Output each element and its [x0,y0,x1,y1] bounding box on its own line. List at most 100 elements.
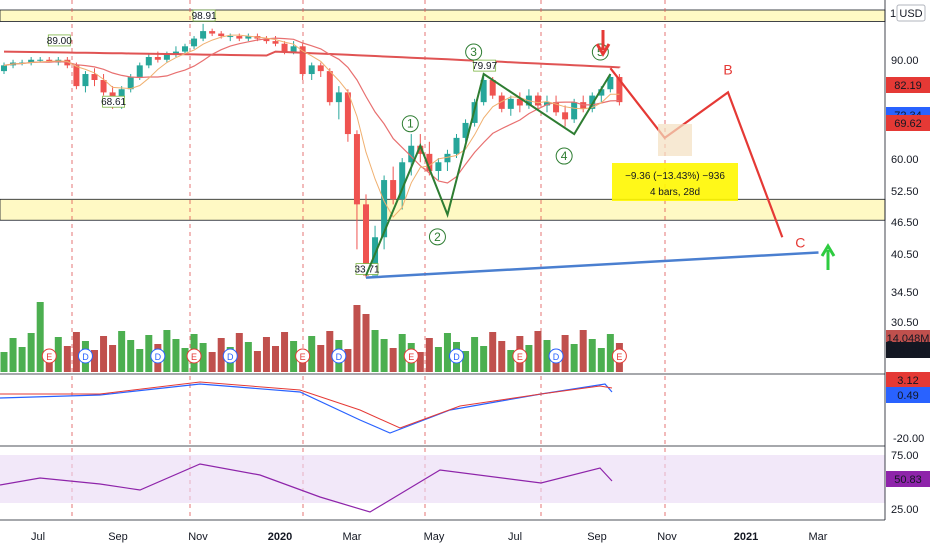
candle-body [616,76,623,103]
dividend-icon[interactable] [77,348,93,364]
macd-tick: -20.00 [893,433,924,445]
candle-body [417,145,424,154]
volume-bar [262,337,270,372]
time-tick: Mar [343,531,362,543]
down-arrow-icon [595,30,611,57]
wave-circle [465,43,483,61]
volume-bar [353,305,361,372]
price-tag [886,77,930,93]
candle-body [163,54,170,60]
volume-bar [91,350,98,372]
candle-body [363,204,369,276]
event-letter: D [155,352,162,362]
volume-bar [570,344,578,372]
earnings-icon[interactable] [186,348,202,364]
price-callout: 68.61 [101,95,127,108]
candle-body [37,59,44,61]
wave-circle [555,147,573,165]
volume-bar [579,330,587,372]
earnings-icon[interactable] [611,348,627,364]
volume-bar [72,332,80,372]
macd-tag [886,372,930,388]
earnings-icon[interactable] [295,348,311,364]
ma-slow-line [3,50,621,69]
earnings-icon[interactable] [403,348,419,364]
volume-bar [244,342,252,372]
earnings-icon[interactable] [41,348,57,364]
volume-bar [489,332,497,372]
rsi-tag-text: 50.83 [894,474,922,486]
projection-label-C: C [795,234,805,250]
callout-text: 98.91 [192,11,217,22]
volume-bar [281,332,289,372]
dividend-icon[interactable] [222,348,238,364]
candle-body [462,122,469,138]
price-tick: 30.50 [891,317,919,329]
volume-bar [507,350,515,372]
event-letter: D [82,352,89,362]
macd-tag-text: 3.12 [897,375,918,387]
volume-bar [534,331,542,372]
time-tick: 2020 [268,531,292,543]
measure-box [612,163,738,201]
candle-body [381,180,388,238]
candle-body [272,41,279,44]
candle-body [326,71,333,103]
volume-bar [100,336,108,372]
volume-bar [9,338,17,372]
candle-body [281,43,288,52]
wave-number: 3 [470,45,477,59]
volume-bar [326,331,334,372]
candle-body [91,74,98,80]
ma-mid-line [3,37,620,184]
volume-bar [181,348,189,372]
price-tag-text: 82.19 [894,80,922,92]
wave-circle [428,228,446,246]
volume-tag-text: 9.872M [890,345,927,357]
volume-bar [588,339,596,372]
candle-body [317,65,324,72]
volume-bar [290,341,298,372]
callout-box [47,34,71,47]
time-tick: Mar [809,531,828,543]
macd-tag-text: 0.49 [897,390,918,402]
volume-bar [36,302,44,372]
dividend-icon[interactable] [150,348,166,364]
macd-line [0,383,613,434]
dividend-icon[interactable] [449,348,464,364]
volume-bar [127,340,135,372]
volume-bar [606,334,614,372]
candle-body [426,153,433,171]
candle-body [154,57,161,60]
currency-button[interactable] [896,4,926,22]
callout-text: 79.97 [472,61,497,72]
time-tick: May [424,531,445,543]
rsi-line [0,463,613,513]
candle-body [408,145,415,163]
candle-body [209,31,216,34]
price-tag-text: 69.62 [894,118,922,130]
candle-body [263,38,270,42]
dividend-icon[interactable] [331,348,347,364]
candle-body [191,38,198,47]
volume-bar [235,333,243,372]
volume-bar [208,352,216,372]
price-tick: 34.50 [891,287,919,299]
candle-body [516,98,523,106]
volume-bar [425,338,433,372]
earnings-icon[interactable] [512,348,528,364]
candle-body [598,89,605,96]
event-letter: E [408,352,414,362]
candle-body [127,76,134,90]
dividend-icon[interactable] [548,348,564,364]
candle-body [73,65,80,87]
time-tick: Nov [188,531,208,543]
time-tick: Sep [108,531,128,543]
projection-line [609,67,784,238]
event-letter: E [46,352,52,362]
candle-body [507,98,514,109]
candle-body [335,92,342,103]
wave-label-1: 1 [401,115,419,133]
support-zone [0,9,886,22]
